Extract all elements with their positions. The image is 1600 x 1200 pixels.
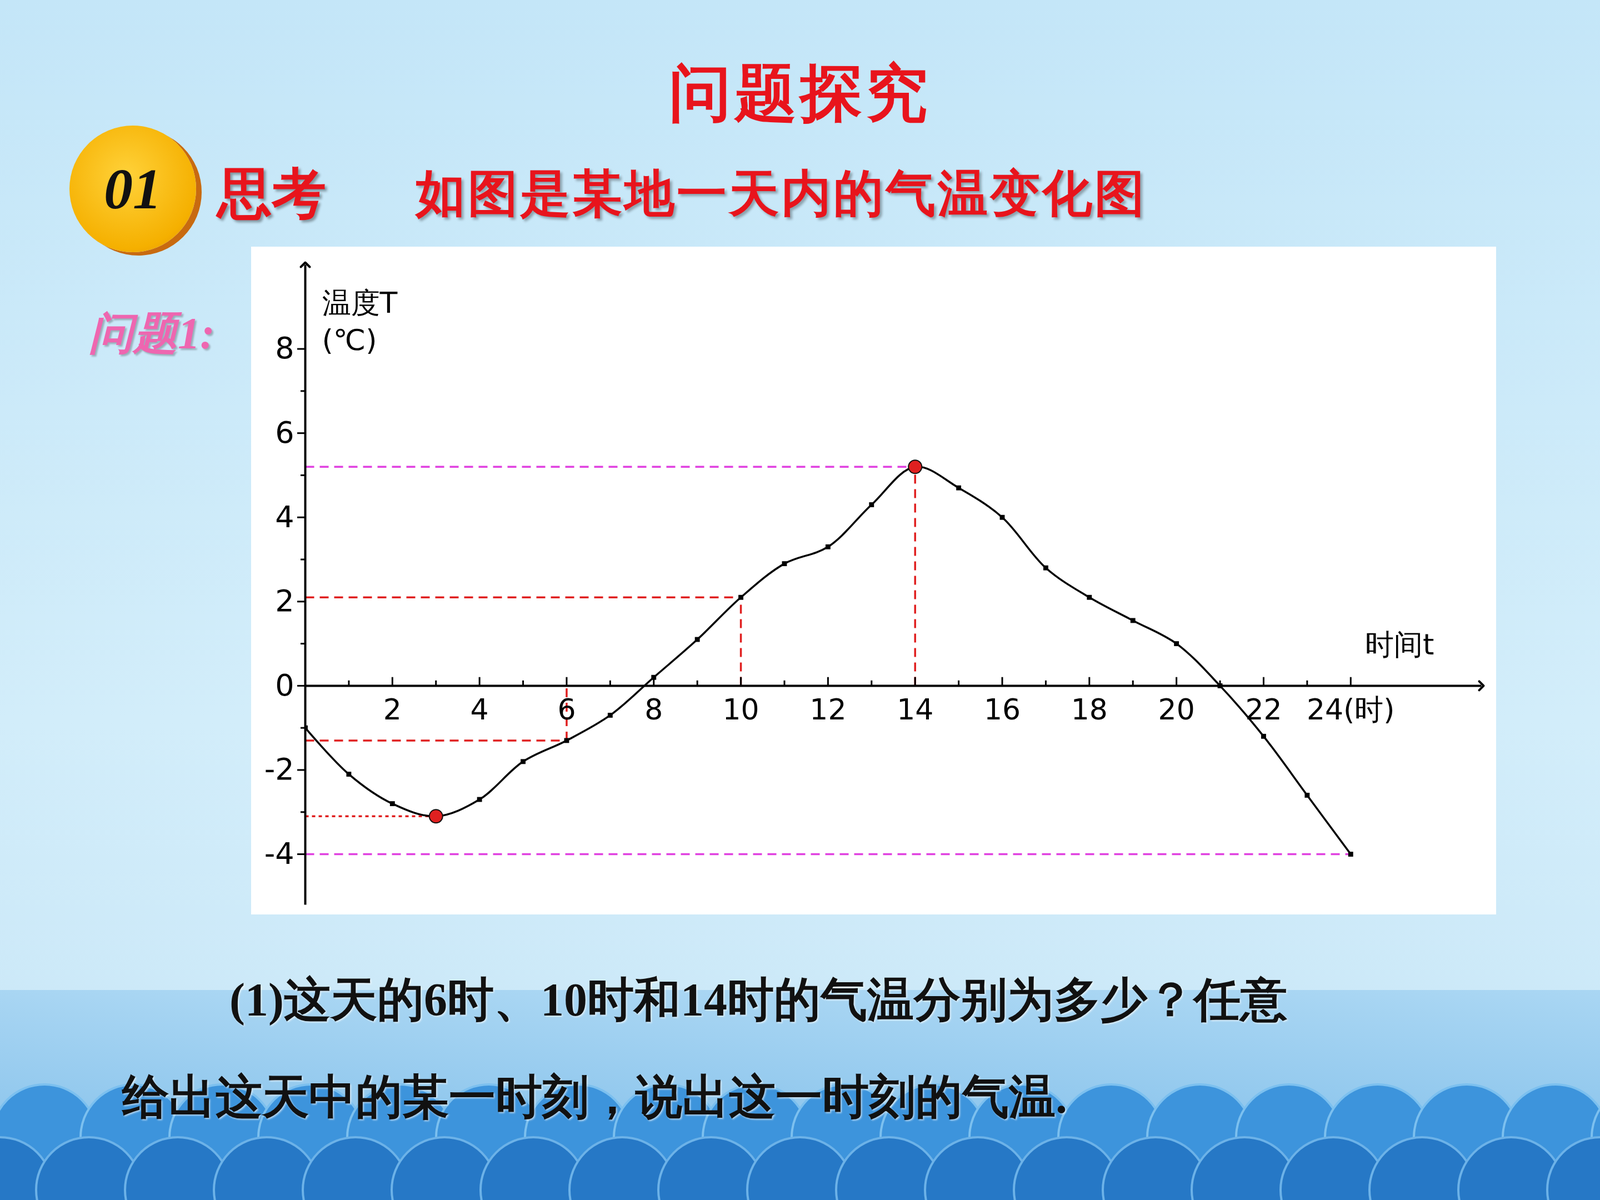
svg-text:14: 14 — [896, 692, 934, 727]
svg-text:6: 6 — [557, 692, 576, 727]
svg-text:4: 4 — [275, 499, 294, 535]
svg-text:2: 2 — [383, 692, 402, 727]
html-text:(1)这天的6时、10时和14时的气温分别为多少？任意: (1)这天的6时、10时和14时的气温分别为多少？任意 — [229, 973, 1288, 1026]
svg-text:24(时): 24(时) — [1306, 692, 1395, 727]
svg-text:8: 8 — [644, 692, 663, 727]
html-text:给出这天中的某一时刻，说出这一时刻的气温.: 给出这天中的某一时刻，说出这一时刻的气温. — [122, 1071, 1068, 1123]
html-text:思考: 思考 — [217, 163, 327, 224]
svg-text:温度T(℃): 温度T(℃) — [322, 285, 398, 357]
svg-text:8: 8 — [275, 330, 294, 366]
html-text:01: 01 — [103, 156, 162, 221]
svg-text:10: 10 — [722, 692, 759, 727]
svg-text:22: 22 — [1245, 692, 1282, 727]
svg-text:4: 4 — [470, 692, 489, 727]
svg-text:-2: -2 — [264, 751, 295, 787]
svg-text:12: 12 — [809, 692, 847, 727]
svg-text:时间t: 时间t — [1365, 627, 1434, 662]
svg-text:6: 6 — [275, 415, 294, 450]
html-text:问题1:: 问题1: — [88, 308, 215, 358]
svg-text:-4: -4 — [264, 836, 295, 872]
html-text:问题探究: 问题探究 — [668, 58, 932, 128]
svg-text:2: 2 — [275, 583, 294, 619]
svg-text:16: 16 — [983, 692, 1021, 727]
svg-text:0: 0 — [275, 667, 294, 703]
html-text:如图是某地一天内的气温变化图: 如图是某地一天内的气温变化图 — [415, 166, 1147, 222]
svg-text:20: 20 — [1158, 692, 1195, 727]
svg-text:18: 18 — [1071, 692, 1108, 727]
